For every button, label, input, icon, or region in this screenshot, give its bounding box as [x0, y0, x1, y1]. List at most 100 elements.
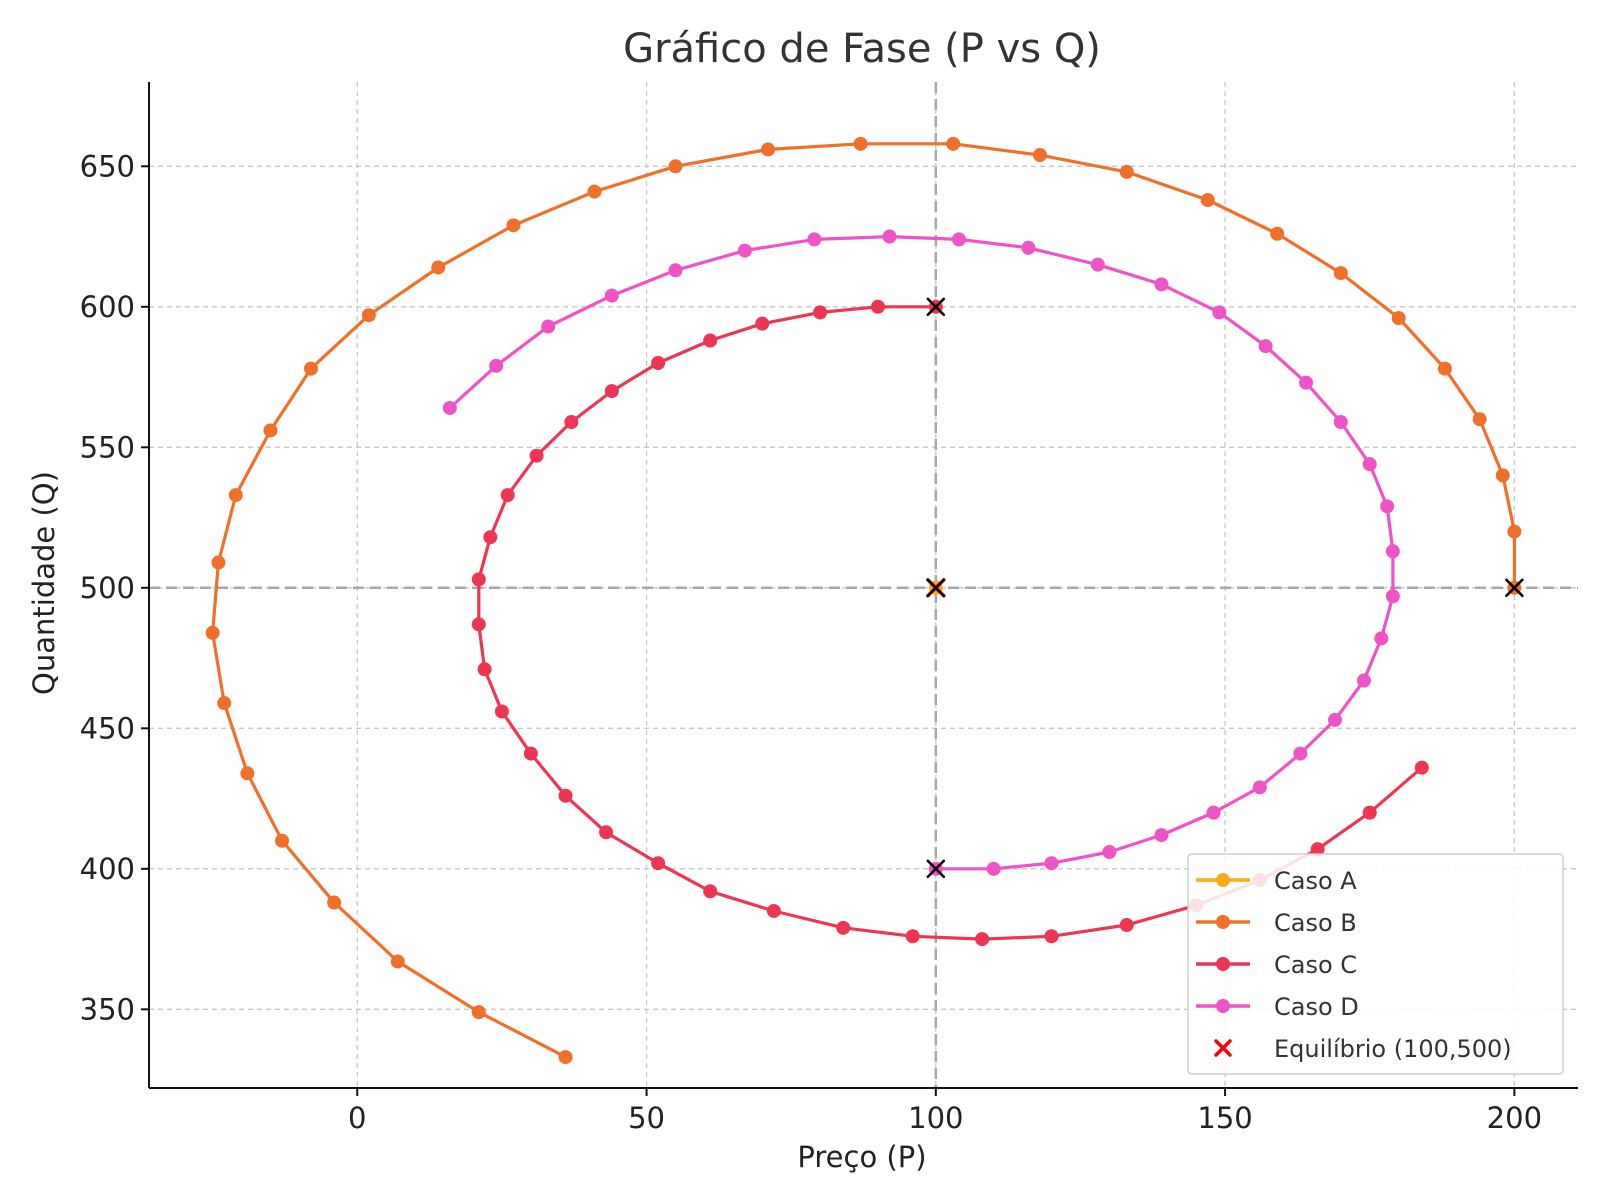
- data-point-caso-b: [587, 184, 602, 199]
- data-point-caso-b: [275, 833, 290, 848]
- data-point-caso-c: [494, 704, 509, 719]
- data-point-caso-b: [205, 625, 220, 640]
- data-point-caso-c: [651, 856, 666, 871]
- data-point-caso-c: [523, 746, 538, 761]
- data-point-caso-d: [668, 263, 683, 278]
- legend-swatch-marker: [1216, 957, 1230, 971]
- data-point-caso-b: [390, 954, 405, 969]
- legend-item: Caso A: [1196, 867, 1357, 895]
- data-point-caso-d: [1293, 746, 1308, 761]
- data-point-caso-d: [1374, 631, 1389, 646]
- start-point-marker: [926, 297, 946, 317]
- x-tick-label: 100: [908, 1101, 963, 1135]
- data-point-caso-d: [882, 229, 897, 244]
- data-point-caso-c: [836, 920, 851, 935]
- y-tick-label: 600: [80, 290, 135, 324]
- data-point-caso-d: [541, 319, 556, 334]
- data-point-caso-c: [975, 932, 990, 947]
- data-point-caso-c: [477, 662, 492, 677]
- y-tick-label: 650: [80, 149, 135, 183]
- series-line-caso-c: [477, 305, 1423, 941]
- series-line-caso-d: [448, 235, 1395, 871]
- legend-swatch: [1214, 1039, 1232, 1057]
- data-point-caso-d: [986, 861, 1001, 876]
- x-tick-label: 150: [1197, 1101, 1252, 1135]
- data-point-caso-d: [1333, 415, 1348, 430]
- start-point-marker: [926, 578, 946, 598]
- legend-swatch-marker: [1216, 999, 1230, 1013]
- legend-item: Equilíbrio (100,500): [1214, 1035, 1512, 1063]
- x-tick-label: 0: [348, 1101, 366, 1135]
- data-point-caso-c: [766, 903, 781, 918]
- y-tick-label: 450: [80, 711, 135, 745]
- legend-swatch-marker: [1216, 915, 1230, 929]
- data-point-caso-c: [1044, 929, 1059, 944]
- legend-item: Caso B: [1196, 909, 1357, 937]
- data-point-caso-c: [500, 488, 515, 503]
- legend-label: Caso B: [1274, 909, 1357, 937]
- data-point-caso-d: [1090, 257, 1105, 272]
- data-point-caso-b: [217, 696, 232, 711]
- data-point-caso-d: [1154, 828, 1169, 843]
- x-axis-label: Preço (P): [797, 1140, 926, 1174]
- data-point-caso-d: [604, 288, 619, 303]
- legend-item: Caso C: [1196, 951, 1357, 979]
- legend: Caso A Caso B Caso C Caso D Equilíbrio (100,…: [1187, 853, 1564, 1075]
- data-point-caso-b: [1391, 311, 1406, 326]
- x-tick-label: 200: [1487, 1101, 1542, 1135]
- data-point-caso-b: [228, 488, 243, 503]
- y-tick-label: 350: [80, 992, 135, 1026]
- data-point-caso-c: [483, 530, 498, 545]
- data-point-caso-b: [431, 260, 446, 275]
- data-point-caso-c: [529, 448, 544, 463]
- legend-swatch-marker: [1216, 873, 1230, 887]
- data-point-caso-c: [564, 415, 579, 430]
- data-point-caso-d: [951, 232, 966, 247]
- data-point-caso-d: [1212, 305, 1227, 320]
- data-point-caso-b: [1270, 226, 1285, 241]
- data-point-caso-b: [327, 895, 342, 910]
- data-point-caso-b: [1437, 361, 1452, 376]
- data-point-caso-c: [870, 299, 885, 314]
- data-point-caso-d: [1385, 544, 1400, 559]
- data-point-caso-c: [1414, 760, 1429, 775]
- data-point-caso-d: [1102, 844, 1117, 859]
- data-point-caso-c: [1362, 805, 1377, 820]
- data-point-caso-b: [263, 423, 278, 438]
- legend-box: [1187, 853, 1564, 1075]
- data-point-caso-d: [807, 232, 822, 247]
- data-point-caso-b: [668, 159, 683, 174]
- data-point-caso-c: [651, 356, 666, 371]
- start-point-marker: [926, 859, 946, 879]
- data-point-caso-b: [303, 361, 318, 376]
- data-point-caso-d: [1206, 805, 1221, 820]
- data-point-caso-c: [599, 825, 614, 840]
- y-axis-label: Quantidade (Q): [27, 471, 61, 695]
- legend-label: Caso D: [1274, 993, 1359, 1021]
- data-point-caso-b: [1032, 148, 1047, 163]
- data-point-caso-d: [489, 358, 504, 373]
- data-point-caso-b: [240, 766, 255, 781]
- data-point-caso-b: [506, 218, 521, 233]
- start-point-marker: [1505, 578, 1524, 598]
- data-point-caso-b: [471, 1005, 486, 1020]
- data-point-caso-c: [1310, 842, 1325, 857]
- data-point-caso-c: [1119, 918, 1134, 933]
- data-point-caso-b: [853, 136, 868, 151]
- data-point-caso-b: [558, 1050, 573, 1065]
- data-point-caso-b: [1507, 524, 1522, 539]
- y-tick-label: 550: [80, 430, 135, 464]
- chart-title: Gráfico de Fase (P vs Q): [623, 26, 1101, 72]
- axes: [141, 82, 1578, 1096]
- data-point-caso-c: [813, 305, 828, 320]
- data-point-caso-b: [1333, 266, 1348, 281]
- data-point-caso-d: [442, 400, 457, 415]
- data-point-caso-b: [361, 308, 376, 323]
- data-point-caso-d: [1252, 780, 1267, 795]
- data-point-caso-c: [604, 384, 619, 399]
- data-point-caso-c: [558, 788, 573, 803]
- data-point-caso-d: [1154, 277, 1169, 292]
- data-point-caso-b: [946, 136, 961, 151]
- data-point-caso-d: [1380, 499, 1395, 514]
